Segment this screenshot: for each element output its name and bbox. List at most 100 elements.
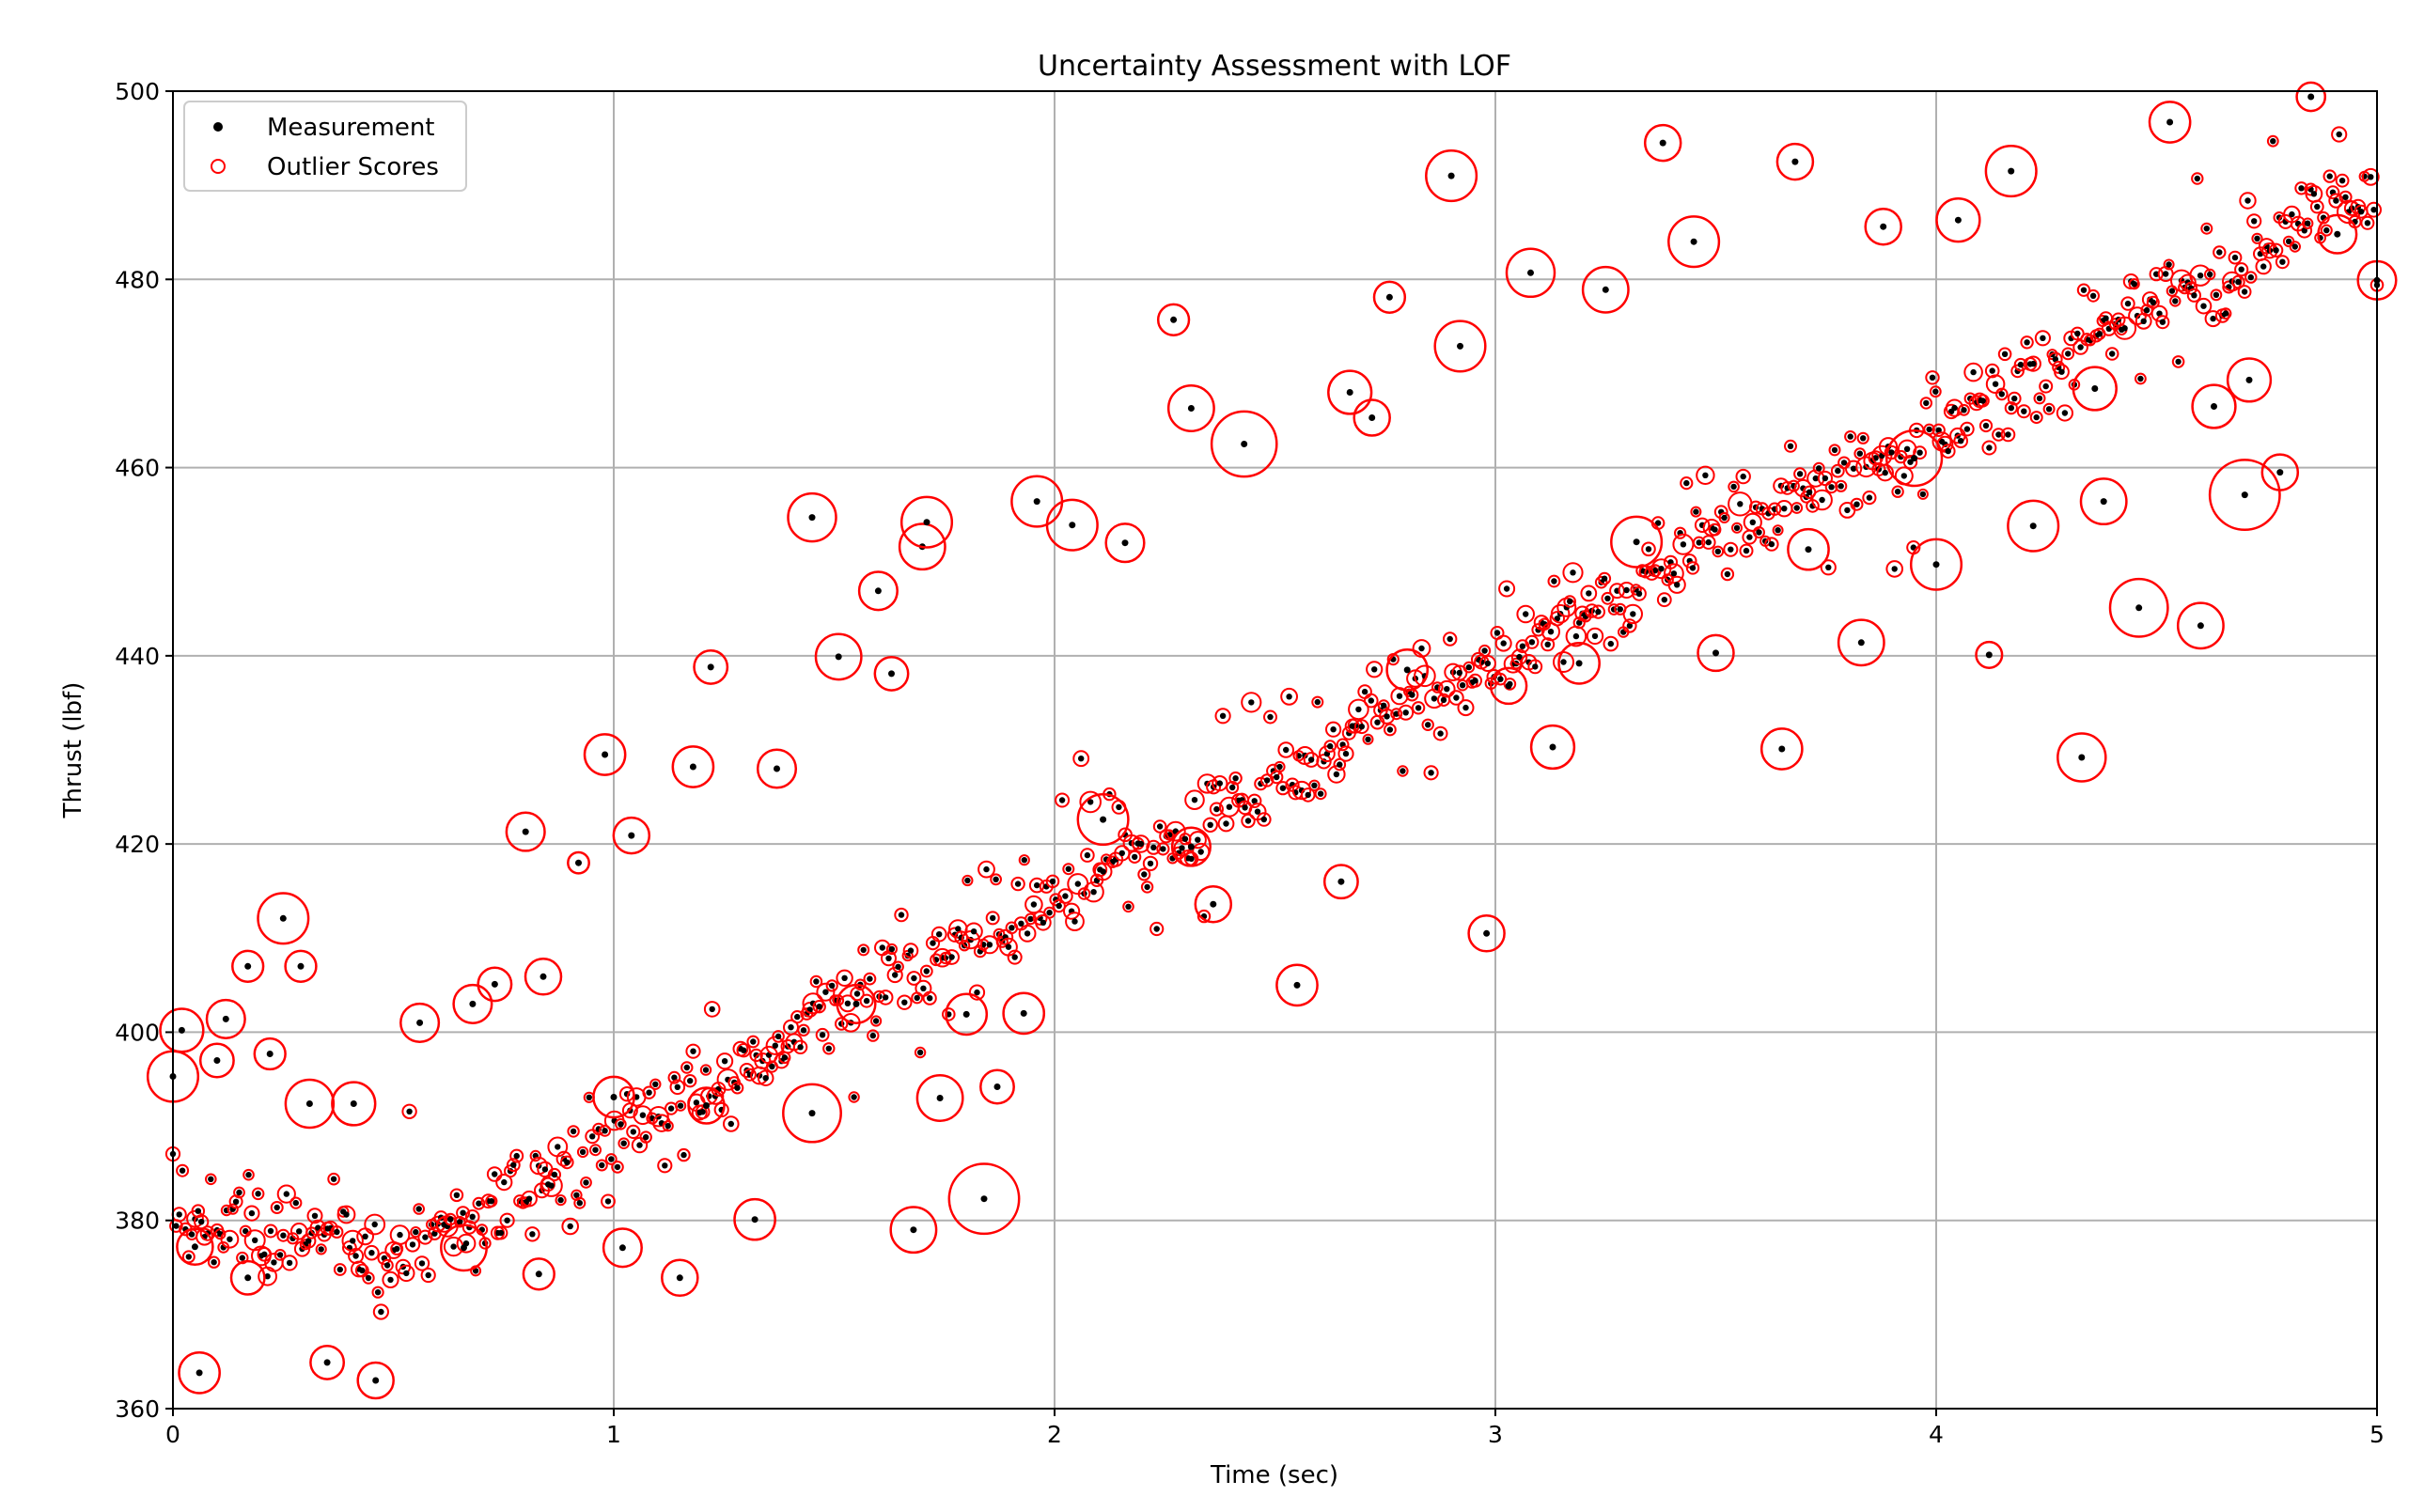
measurement-point	[920, 985, 927, 992]
outlier-score-circle	[2219, 307, 2232, 320]
outlier-score-circle	[1062, 863, 1075, 876]
outlier-score-circle	[1929, 385, 1942, 398]
measurement-point	[687, 1078, 694, 1084]
outlier-score-circle	[524, 958, 563, 996]
outlier-score-circle	[859, 993, 874, 1008]
outlier-score-circle	[1728, 480, 1740, 493]
measurement-point	[173, 1223, 180, 1229]
measurement-point	[1705, 538, 1712, 546]
measurement-point	[751, 1216, 758, 1224]
measurement-point	[1462, 704, 1469, 711]
outlier-score-circle	[2176, 601, 2225, 650]
measurement-point	[540, 973, 547, 980]
measurement-point	[422, 1234, 429, 1240]
measurement-point	[416, 1019, 424, 1026]
measurement-point	[1274, 773, 1280, 781]
measurement-point	[575, 859, 582, 866]
outlier-score-circle	[977, 860, 995, 879]
measurement-point	[1926, 426, 1932, 433]
outlier-score-circle	[782, 1083, 842, 1144]
measurement-point	[980, 1195, 988, 1203]
outlier-score-circle	[1142, 855, 1159, 872]
measurement-point	[1900, 473, 1908, 479]
outlier-score-circle	[521, 1190, 538, 1208]
outlier-score-circle	[1156, 303, 1191, 336]
outlier-score-circle	[1712, 545, 1725, 558]
outlier-score-circle	[822, 1042, 836, 1055]
measurement-point	[1027, 915, 1034, 923]
measurement-point	[874, 587, 882, 595]
outlier-score-circle	[214, 1228, 227, 1240]
outlier-score-circle	[931, 926, 947, 943]
outlier-score-circle	[2155, 315, 2170, 330]
measurement-point	[852, 1000, 860, 1007]
outlier-score-circle	[661, 1258, 699, 1298]
measurement-point	[1242, 804, 1248, 811]
outlier-score-circle	[604, 1153, 618, 1165]
outlier-score-circle	[401, 1103, 417, 1120]
measurement-point	[1828, 484, 1835, 491]
measurement-point	[2045, 406, 2053, 413]
measurement-point	[1386, 726, 1394, 733]
outlier-score-circle	[756, 748, 798, 789]
measurement-point	[1840, 460, 1848, 466]
measurement-point	[841, 974, 848, 982]
outlier-score-circle	[1467, 914, 1506, 953]
measurement-point	[2244, 197, 2251, 204]
measurement-point	[1549, 743, 1556, 751]
measurement-point	[618, 1244, 626, 1252]
outlier-score-circle	[1448, 690, 1464, 706]
measurement-point	[1472, 678, 1478, 684]
measurement-point	[2163, 271, 2169, 277]
data-points	[146, 81, 2398, 1400]
outlier-score-circle	[857, 943, 870, 957]
measurement-point	[1009, 925, 1015, 931]
outlier-score-circle	[2237, 285, 2252, 299]
outlier-score-circle	[1995, 387, 2009, 401]
plot-frame	[172, 90, 2378, 1410]
measurement-point	[1737, 501, 1744, 507]
outlier-score-circle	[331, 1081, 377, 1127]
measurement-point	[1368, 414, 1376, 421]
measurement-point	[2140, 318, 2147, 324]
y-tick-label: 360	[115, 1395, 160, 1423]
measurement-point	[808, 514, 816, 522]
outlier-score-circle	[372, 1303, 389, 1320]
outlier-score-circle	[270, 1201, 284, 1214]
measurement-point	[1595, 608, 1602, 616]
outlier-score-circle	[1226, 781, 1240, 794]
measurement-point	[1497, 676, 1504, 682]
x-tick-label: 2	[1047, 1421, 1062, 1448]
outlier-score-circle	[1385, 648, 1430, 692]
outlier-score-circle	[1864, 207, 1902, 246]
outlier-score-circle	[657, 1158, 673, 1174]
measurement-point	[2260, 263, 2267, 270]
outlier-score-circle	[749, 1048, 763, 1063]
measurement-point	[1519, 643, 1526, 649]
measurement-point	[916, 1049, 924, 1056]
outlier-score-circle	[1685, 561, 1700, 575]
measurement-point	[709, 1005, 715, 1013]
outlier-score-circle	[633, 1105, 653, 1126]
measurement-point	[1822, 475, 1829, 482]
outlier-score-circle	[440, 1224, 488, 1272]
outlier-score-circle	[652, 1114, 671, 1132]
measurement-point	[863, 997, 870, 1005]
outlier-score-circle	[381, 1258, 394, 1272]
outlier-score-circle	[176, 1227, 214, 1267]
outlier-score-circle	[693, 648, 729, 685]
measurement-point	[330, 1176, 337, 1182]
outlier-score-circle	[1002, 991, 1046, 1036]
outlier-score-circle	[1196, 773, 1218, 794]
measurement-point	[2270, 138, 2276, 145]
measurement-point	[1034, 881, 1040, 889]
measurement-point	[1137, 840, 1145, 848]
outlier-score-circle	[1891, 485, 1904, 498]
outlier-score-circle	[1572, 616, 1586, 630]
outlier-score-circle	[2260, 453, 2300, 491]
measurement-point	[2103, 315, 2109, 321]
measurement-point	[1635, 590, 1643, 597]
outlier-score-circle	[1603, 635, 1619, 652]
measurement-point	[892, 972, 899, 978]
measurement-point	[418, 1260, 426, 1267]
